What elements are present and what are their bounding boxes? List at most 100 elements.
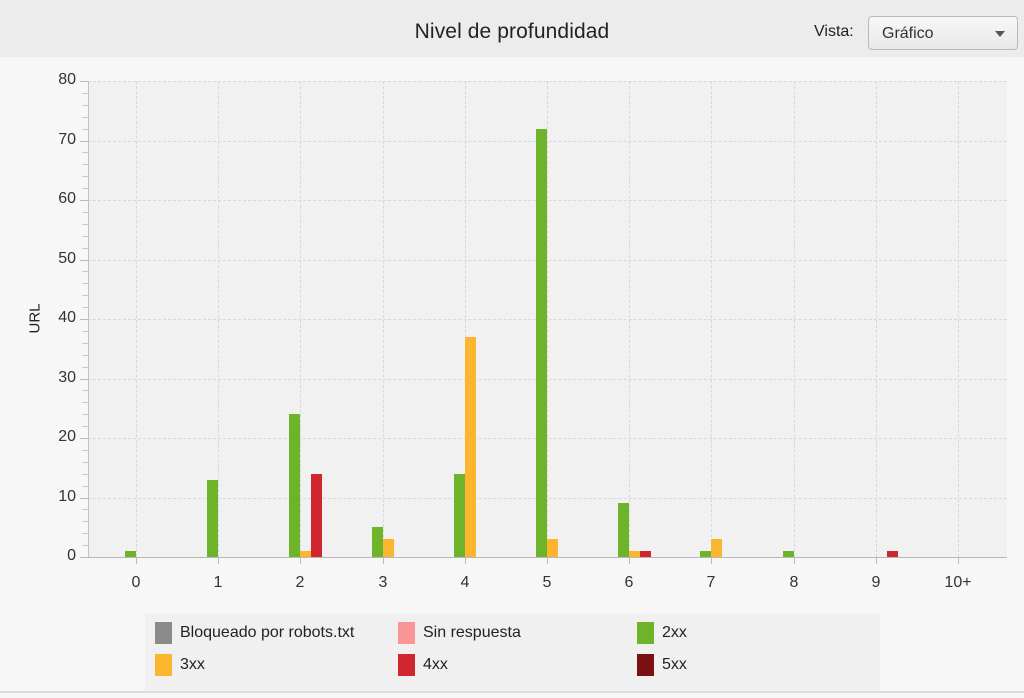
x-tick-label: 1	[213, 574, 223, 591]
y-tick-minor	[82, 164, 88, 165]
y-tick-minor	[82, 331, 88, 332]
bar-4xx-9[interactable]	[887, 551, 898, 557]
legend-label: 4xx	[423, 656, 448, 673]
bar-2xx-8[interactable]	[783, 551, 794, 557]
legend-item-5xx[interactable]: 5xx	[637, 652, 687, 678]
bar-2xx-3[interactable]	[372, 527, 383, 557]
x-tick	[300, 557, 301, 564]
gridline-vertical	[136, 81, 137, 557]
x-tick	[958, 557, 959, 564]
x-axis-line	[80, 557, 1007, 558]
y-tick-minor	[82, 93, 88, 94]
x-tick-label: 6	[624, 574, 634, 591]
legend-item-3xx[interactable]: 3xx	[155, 652, 205, 678]
x-tick	[383, 557, 384, 564]
y-tick-minor	[82, 533, 88, 534]
y-tick-minor	[82, 390, 88, 391]
legend-item-4xx[interactable]: 4xx	[398, 652, 448, 678]
y-tick-minor	[82, 486, 88, 487]
y-tick-minor	[82, 117, 88, 118]
legend-label: Bloqueado por robots.txt	[180, 624, 355, 641]
bar-4xx-6[interactable]	[640, 551, 651, 557]
x-tick	[629, 557, 630, 564]
bar-3xx-3[interactable]	[383, 539, 394, 557]
legend-label: 3xx	[180, 656, 205, 673]
bottom-divider	[0, 691, 1024, 693]
bar-2xx-5[interactable]	[536, 129, 547, 557]
legend-item-bloqueado[interactable]: Bloqueado por robots.txt	[155, 620, 354, 646]
y-tick-minor	[82, 307, 88, 308]
y-tick-major	[80, 379, 88, 380]
y-tick-label: 40	[58, 309, 76, 326]
y-tick-minor	[82, 450, 88, 451]
y-tick-label: 70	[58, 131, 76, 148]
x-tick	[876, 557, 877, 564]
chart-title: Nivel de profundidad	[414, 20, 610, 43]
x-tick	[794, 557, 795, 564]
y-tick-label: 10	[58, 488, 76, 505]
bar-2xx-0[interactable]	[125, 551, 136, 557]
y-tick-minor	[82, 414, 88, 415]
y-tick-minor	[82, 545, 88, 546]
y-tick-label: 50	[58, 250, 76, 267]
x-tick	[547, 557, 548, 564]
chart-legend: Bloqueado por robots.txt Sin respuesta 2…	[145, 613, 880, 691]
y-tick-minor	[82, 295, 88, 296]
gridline-vertical	[876, 81, 877, 557]
y-tick-label: 0	[67, 547, 76, 564]
legend-label: 2xx	[662, 624, 687, 641]
y-tick-minor	[82, 283, 88, 284]
bar-3xx-7[interactable]	[711, 539, 722, 557]
y-tick-minor	[82, 212, 88, 213]
x-tick-label: 2	[295, 574, 305, 591]
legend-label: Sin respuesta	[423, 624, 521, 641]
x-tick	[218, 557, 219, 564]
legend-swatch-2xx	[637, 622, 654, 644]
x-tick	[136, 557, 137, 564]
gridline-vertical	[794, 81, 795, 557]
y-tick-major	[80, 200, 88, 201]
gridline-vertical	[300, 81, 301, 557]
vista-selected-value: Gráfico	[882, 25, 934, 42]
bar-2xx-1[interactable]	[207, 480, 218, 557]
gridline-vertical	[383, 81, 384, 557]
y-tick-major	[80, 319, 88, 320]
x-tick-label: 7	[706, 574, 716, 591]
bar-3xx-6[interactable]	[629, 551, 640, 557]
bar-2xx-2[interactable]	[289, 414, 300, 557]
bar-3xx-2[interactable]	[300, 551, 311, 557]
legend-swatch-3xx	[155, 654, 172, 676]
bar-3xx-4[interactable]	[465, 337, 476, 557]
bar-3xx-5[interactable]	[547, 539, 558, 557]
y-tick-major	[80, 260, 88, 261]
y-tick-minor	[82, 152, 88, 153]
legend-swatch-5xx	[637, 654, 654, 676]
y-tick-minor	[82, 426, 88, 427]
y-tick-minor	[82, 176, 88, 177]
y-tick-minor	[82, 521, 88, 522]
y-tick-label: 30	[58, 369, 76, 386]
bar-2xx-7[interactable]	[700, 551, 711, 557]
bar-4xx-2[interactable]	[311, 474, 322, 557]
bar-2xx-6[interactable]	[618, 503, 629, 557]
legend-swatch-4xx	[398, 654, 415, 676]
y-tick-major	[80, 498, 88, 499]
gridline-vertical	[711, 81, 712, 557]
y-tick-label: 60	[58, 190, 76, 207]
x-tick-label: 10+	[944, 574, 972, 591]
gridline-vertical	[629, 81, 630, 557]
x-tick-label: 3	[378, 574, 388, 591]
y-tick-minor	[82, 509, 88, 510]
legend-item-sin-respuesta[interactable]: Sin respuesta	[398, 620, 521, 646]
y-tick-minor	[82, 271, 88, 272]
y-tick-minor	[82, 367, 88, 368]
y-tick-minor	[82, 236, 88, 237]
legend-item-2xx[interactable]: 2xx	[637, 620, 687, 646]
x-tick	[465, 557, 466, 564]
vista-dropdown[interactable]: Gráfico	[868, 16, 1018, 50]
y-axis-line	[88, 81, 89, 557]
chevron-down-icon	[995, 31, 1005, 37]
y-tick-minor	[82, 188, 88, 189]
gridline-vertical	[547, 81, 548, 557]
bar-2xx-4[interactable]	[454, 474, 465, 557]
